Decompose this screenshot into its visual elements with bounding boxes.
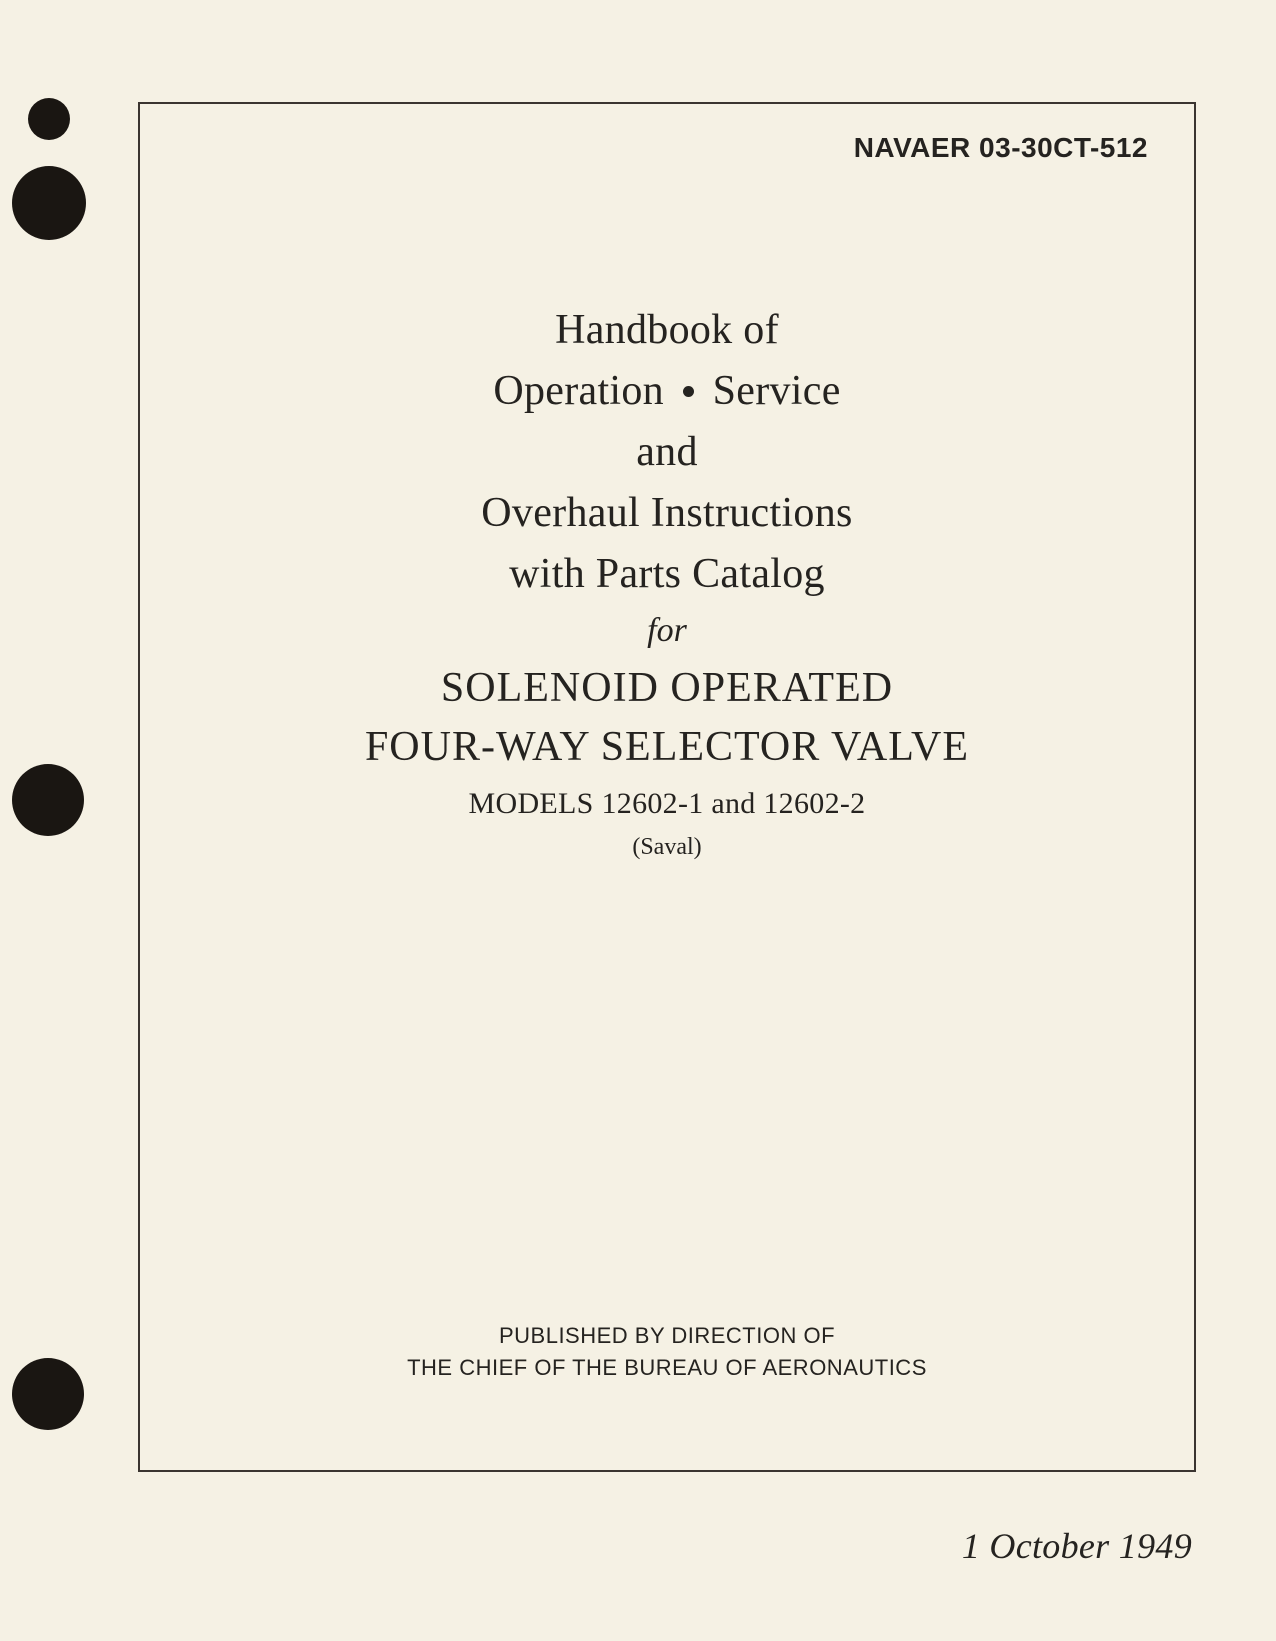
document-number: NAVAER 03-30CT-512 [854, 132, 1148, 164]
title-line-1: Handbook of [140, 300, 1194, 361]
publisher-line-2: THE CHIEF OF THE BUREAU OF AERONAUTICS [140, 1352, 1194, 1384]
manufacturer-line: (Saval) [140, 829, 1194, 865]
subject-line-1: SOLENOID OPERATED [140, 659, 1194, 719]
title-frame: NAVAER 03-30CT-512 Handbook of Operation… [138, 102, 1196, 1472]
punch-hole [12, 166, 86, 240]
publisher-block: PUBLISHED BY DIRECTION OF THE CHIEF OF T… [140, 1320, 1194, 1384]
punch-hole [12, 764, 84, 836]
bullet-separator [683, 386, 694, 397]
title-block: Handbook of Operation Service and Overha… [140, 300, 1194, 865]
title-line-2: Operation Service [140, 361, 1194, 422]
punch-hole [12, 1358, 84, 1430]
title-line-2b: Service [713, 368, 841, 414]
title-line-4: Overhaul Instructions [140, 483, 1194, 544]
subject-line-2: FOUR-WAY SELECTOR VALVE [140, 718, 1194, 778]
models-line: MODELS 12602-1 and 12602-2 [140, 778, 1194, 829]
document-page: NAVAER 03-30CT-512 Handbook of Operation… [0, 0, 1276, 1641]
punch-hole [28, 98, 70, 140]
publisher-line-1: PUBLISHED BY DIRECTION OF [140, 1320, 1194, 1352]
title-line-5: with Parts Catalog [140, 544, 1194, 605]
publication-date: 1 October 1949 [962, 1525, 1192, 1567]
for-line: for [140, 604, 1194, 658]
title-line-3: and [140, 422, 1194, 483]
title-line-2a: Operation [493, 368, 664, 414]
